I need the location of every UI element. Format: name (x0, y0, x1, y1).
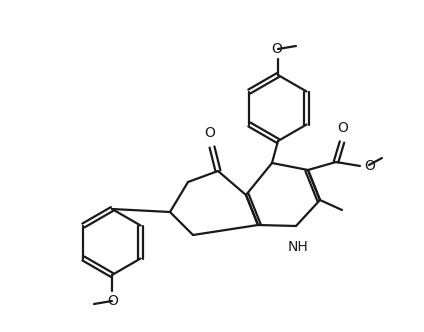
Text: NH: NH (287, 240, 308, 254)
Text: O: O (204, 126, 215, 140)
Text: O: O (364, 159, 375, 173)
Text: O: O (338, 121, 349, 135)
Text: O: O (108, 294, 118, 308)
Text: O: O (271, 42, 282, 56)
